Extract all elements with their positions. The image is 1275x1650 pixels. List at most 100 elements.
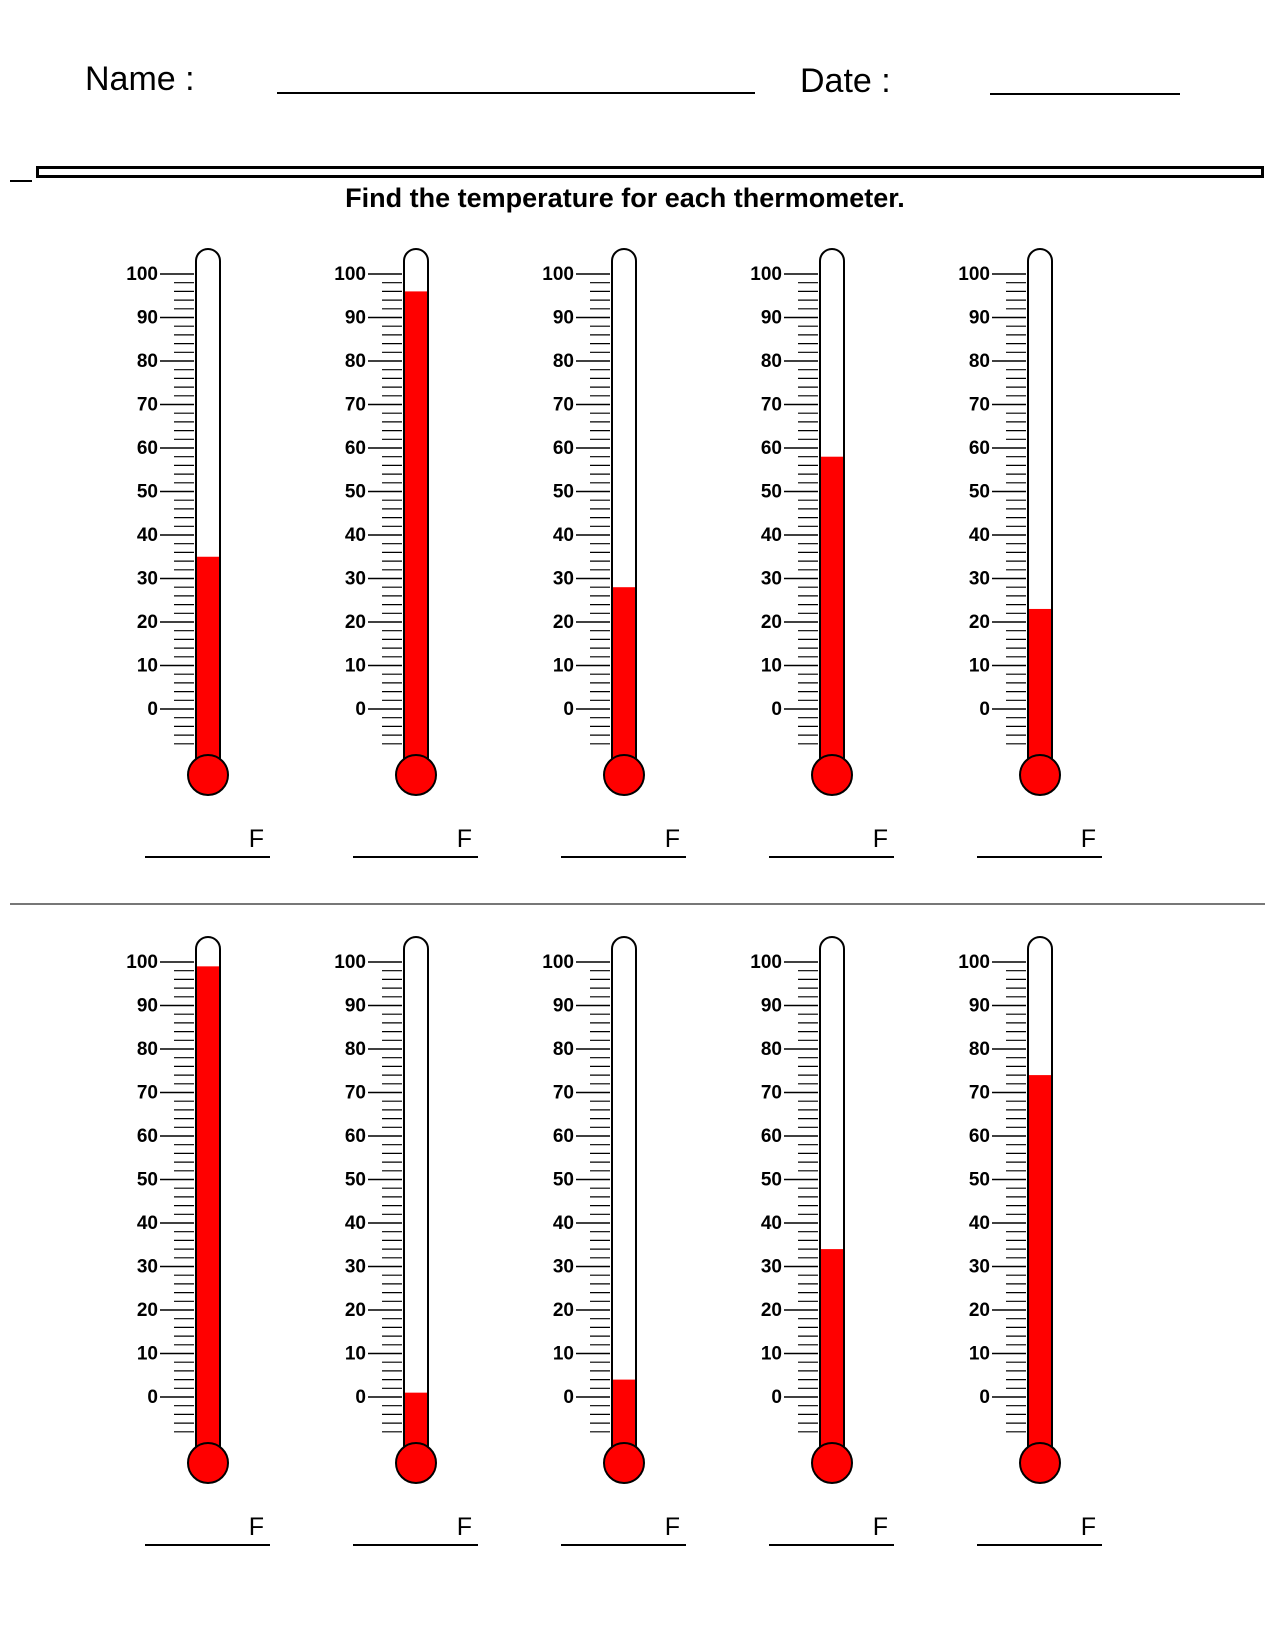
thermometer-4-tick-label: 50 [761,482,782,503]
thermometer-1-tick-label: 40 [137,525,158,546]
thermometer-9-tick-label: 100 [750,952,782,973]
thermometer-5-tick-label: 0 [979,699,990,720]
thermometer-8-tick-label: 100 [542,952,574,973]
thermometer-7-tick-label: 60 [345,1126,366,1147]
thermometer-10-tick-label: 70 [969,1083,990,1104]
answer-blank-10[interactable]: F [977,1506,1102,1546]
thermometer-2-tick-label: 50 [345,482,366,503]
thermometer-10-tick-label: 10 [969,1344,990,1365]
answer-blank-7[interactable]: F [353,1506,478,1546]
thermometer-3-tick-label: 40 [553,525,574,546]
thermometer-2-tick-label: 80 [345,351,366,372]
thermometer-4-tick-label: 40 [761,525,782,546]
thermometer-9-tick-label: 50 [761,1170,782,1191]
thermometer-6-tick-label: 90 [137,996,158,1017]
answer-blank-9[interactable]: F [769,1506,894,1546]
thermometer-10-tick-label: 60 [969,1126,990,1147]
thermometer-7-tick-label: 80 [345,1039,366,1060]
thermometer-4-tick-label: 90 [761,308,782,329]
answer-line [977,1544,1102,1546]
thermometer-5-tick-label: 50 [969,482,990,503]
thermometer-2-tick-label: 20 [345,612,366,633]
thermometer-6-tick-label: 50 [137,1170,158,1191]
thermometer-7-tick-label: 40 [345,1213,366,1234]
thermometer-8-bulb [603,1442,645,1484]
thermometer-8-tick-label: 70 [553,1083,574,1104]
thermometer-4-bulb [811,754,853,796]
thermometer-1-tick-label: 100 [126,264,158,285]
answer-blank-2[interactable]: F [353,818,478,858]
thermometer-10-tick-label: 80 [969,1039,990,1060]
thermometer-3-tick-label: 0 [563,699,574,720]
thermometer-8-tick-label: 40 [553,1213,574,1234]
row-divider [10,903,1265,905]
thermometer-3-tick-label: 100 [542,264,574,285]
thermometer-3-tick-label: 80 [553,351,574,372]
thermometer-1-tick-label: 0 [147,699,158,720]
rule-dash [10,180,32,182]
unit-label: F [456,1513,472,1541]
name-field[interactable] [277,92,755,94]
thermometer-2-tick-label: 0 [355,699,366,720]
thermometer-1-tick-label: 90 [137,308,158,329]
thermometer-9-tick-label: 60 [761,1126,782,1147]
thermometer-6-bulb [187,1442,229,1484]
answer-line [561,1544,686,1546]
thermometer-6-tick-label: 40 [137,1213,158,1234]
unit-label: F [872,1513,888,1541]
answer-blank-6[interactable]: F [145,1506,270,1546]
thermometer-3-tick-label: 50 [553,482,574,503]
header-rule [36,166,1264,178]
thermometer-6-tick-label: 70 [137,1083,158,1104]
thermometer-7-tick-label: 100 [334,952,366,973]
thermometer-9-tick-label: 70 [761,1083,782,1104]
thermometer-7-tick-label: 90 [345,996,366,1017]
thermometer-6-tick-label: 60 [137,1126,158,1147]
thermometer-8-tick-label: 50 [553,1170,574,1191]
thermometer-8-tick-label: 90 [553,996,574,1017]
thermometer-1-mercury [197,556,219,775]
thermometer-10-tick-label: 100 [958,952,990,973]
thermometer-6-tick-label: 0 [147,1387,158,1408]
thermometer-6-tick-label: 10 [137,1344,158,1365]
thermometer-10-tick-label: 50 [969,1170,990,1191]
thermometer-5-tick-label: 40 [969,525,990,546]
thermometer-10-tick-label: 90 [969,996,990,1017]
thermometer-7-bulb [395,1442,437,1484]
answer-line [769,1544,894,1546]
thermometer-8-tick-label: 10 [553,1344,574,1365]
thermometer-5-tick-label: 90 [969,308,990,329]
thermometer-1-tick-label: 80 [137,351,158,372]
thermometer-4-tick-label: 70 [761,395,782,416]
thermometer-6-mercury [197,966,219,1463]
answer-blank-4[interactable]: F [769,818,894,858]
thermometer-7-tick-label: 10 [345,1344,366,1365]
thermometer-2-bulb [395,754,437,796]
thermometer-3-tick-label: 20 [553,612,574,633]
thermometer-6-tick-label: 100 [126,952,158,973]
date-field[interactable] [990,93,1180,95]
thermometer-4-tick-label: 0 [771,699,782,720]
answer-line [145,856,270,858]
answer-blank-8[interactable]: F [561,1506,686,1546]
thermometer-7-tick-label: 50 [345,1170,366,1191]
thermometer-2-tick-label: 60 [345,438,366,459]
date-label: Date : [800,62,891,100]
answer-blank-3[interactable]: F [561,818,686,858]
answer-line [561,856,686,858]
thermometer-4-tick-label: 10 [761,656,782,677]
thermometer-6-tick-label: 30 [137,1257,158,1278]
thermometer-9-tick-label: 20 [761,1300,782,1321]
thermometer-1-tick-label: 30 [137,569,158,590]
thermometer-2-tick-label: 70 [345,395,366,416]
thermometer-9-tick-label: 10 [761,1344,782,1365]
thermometer-2-tick-label: 100 [334,264,366,285]
thermometer-3-bulb [603,754,645,796]
answer-blank-1[interactable]: F [145,818,270,858]
thermometer-3-tick-label: 60 [553,438,574,459]
thermometer-3-tick-label: 30 [553,569,574,590]
thermometer-2-tick-label: 90 [345,308,366,329]
thermometer-3-tick-label: 70 [553,395,574,416]
answer-blank-5[interactable]: F [977,818,1102,858]
